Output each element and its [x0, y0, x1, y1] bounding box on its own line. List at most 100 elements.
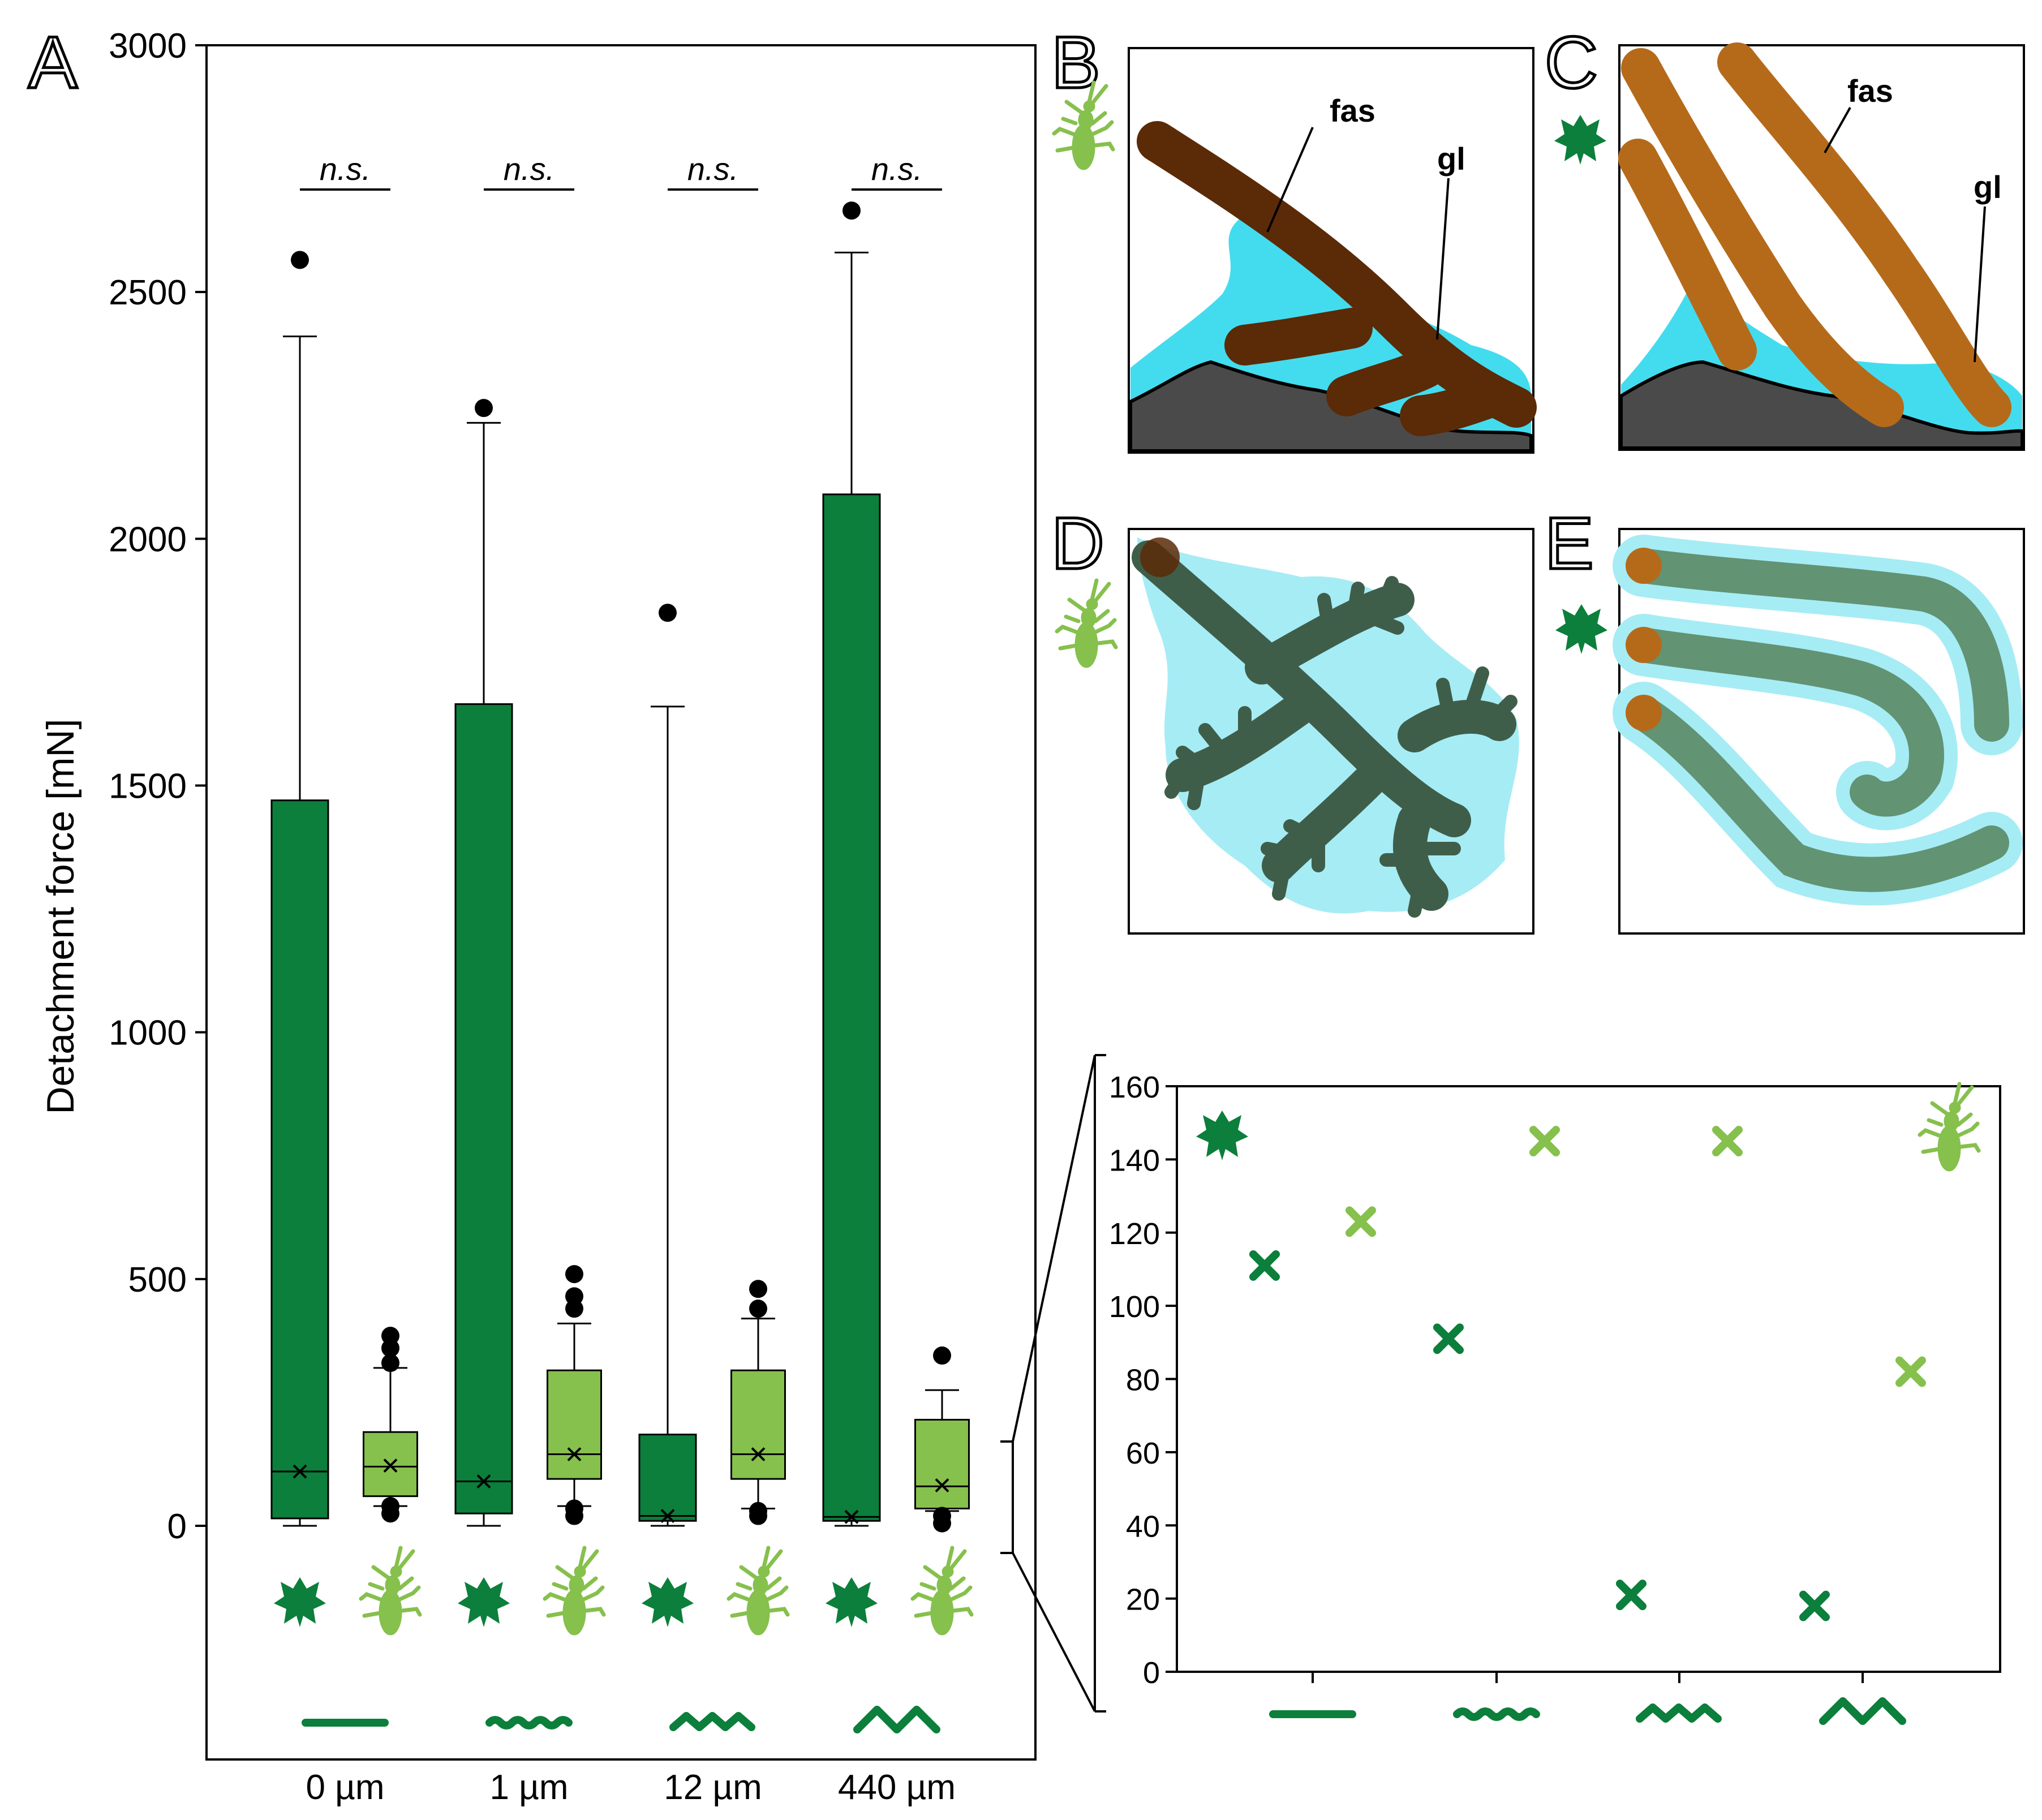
x-axis-labels: 0 µm 1 µm 12 µm 440 µm: [306, 1768, 956, 1807]
inset-y-tick-label: 100: [1109, 1290, 1160, 1324]
mean-marker: [567, 1447, 582, 1461]
ivy-leaf-icon: [642, 1577, 694, 1627]
y-axis-label: Detachment force [mN]: [39, 718, 82, 1114]
ivy-leaf-icon: [1555, 604, 1607, 654]
inset-y-tick-label: 140: [1109, 1143, 1160, 1177]
inset-mean-marker: [1345, 1206, 1376, 1237]
outlier-point: [565, 1499, 583, 1518]
box-body: [914, 1418, 970, 1509]
substrate: [1619, 360, 2024, 450]
outlier-point: [381, 1354, 399, 1372]
coarse-wave-icon: [1819, 1697, 1906, 1725]
stick-insect-icon: [361, 1548, 420, 1635]
gl-pointer: [1436, 178, 1450, 340]
panel-d-label: D: [1051, 502, 1104, 584]
outlier-point: [749, 1501, 767, 1520]
panel-a-boxplot: A 0 500 1000 1500 2000 2500 3000 Detachment fo…: [27, 20, 1037, 1807]
box-body: [822, 493, 881, 1522]
inset-frame: [1176, 1085, 2001, 1673]
outlier-point: [381, 1339, 399, 1357]
box-insect-3: [914, 1346, 970, 1533]
inset-mean-marker: [1616, 1580, 1647, 1611]
mean-marker: [844, 1509, 859, 1524]
ivy-leaf-icon: [274, 1577, 326, 1627]
outlier-point: [381, 1497, 399, 1516]
y-tick-label: 2000: [109, 520, 187, 559]
medium-wave-icon: [669, 1712, 755, 1731]
fine-wave-icon: [485, 1716, 573, 1729]
box-ivy-0: [270, 251, 329, 1527]
stick-insect-icon: [729, 1548, 788, 1635]
boxes-group: [270, 201, 970, 1533]
box-body: [547, 1369, 602, 1480]
roughness-icons-row: [302, 1706, 940, 1733]
outlier-point: [749, 1300, 767, 1318]
medium-wave-icon: [1636, 1703, 1722, 1723]
inset-y-tick-label: 0: [1143, 1656, 1160, 1690]
mean-marker: [383, 1458, 398, 1473]
inset-mean-marker: [1249, 1250, 1280, 1281]
ivy-leaf-icon: [458, 1577, 510, 1627]
significance-label: n.s.: [504, 151, 554, 187]
mean-marker: [935, 1478, 949, 1492]
inset-y-tick-label: 20: [1126, 1583, 1160, 1617]
panel-e-illustration: E: [1544, 501, 2025, 935]
fas-pointer: [1266, 127, 1314, 233]
fascicle-branches: [1164, 576, 1517, 918]
box-ivy-2: [638, 604, 697, 1527]
box-insect-2: [730, 1280, 786, 1525]
outlier-point: [933, 1346, 951, 1365]
box-body: [270, 799, 329, 1520]
box-ivy-1: [454, 399, 513, 1527]
mean-marker: [476, 1474, 491, 1488]
panel-e-label: E: [1545, 502, 1594, 584]
panel-b-label: B: [1051, 21, 1100, 104]
inset-mean-marker: [1895, 1356, 1926, 1387]
y-tick-label: 2500: [109, 273, 187, 312]
gl-label: gl: [1974, 169, 2002, 205]
panel-a-frame: [205, 44, 1037, 1761]
fascicle-tip: [1140, 537, 1180, 577]
ivy-leaf-icon: [1554, 115, 1606, 165]
stick-insect-icon: [1920, 1084, 1979, 1171]
outlier-point: [565, 1300, 583, 1318]
ivy-leaf-icon: [1196, 1111, 1248, 1160]
organism-icons-row: [274, 1548, 971, 1635]
panel-c-label: C: [1545, 21, 1598, 104]
significance-label: n.s.: [687, 151, 738, 187]
fine-wave-icon: [1453, 1707, 1540, 1721]
panel-d-illustration: D: [1050, 501, 1534, 935]
zoom-connector: [1000, 1054, 1106, 1713]
stick-insect-icon: [1057, 580, 1116, 668]
outlier-point: [291, 251, 309, 269]
inset-mean-marker: [1433, 1323, 1464, 1354]
inset-points: [1249, 1126, 1926, 1683]
outlier-point: [659, 604, 677, 622]
inset-y-tick-label: 60: [1126, 1436, 1160, 1470]
box-ivy-3: [822, 201, 881, 1527]
inset-y-tick-label: 80: [1126, 1363, 1160, 1397]
coarse-wave-icon: [853, 1706, 940, 1733]
fas-label: fas: [1847, 73, 1893, 109]
inset-mean-marker: [1799, 1590, 1830, 1621]
significance-label: n.s.: [320, 151, 371, 187]
stick-insect-icon: [913, 1548, 971, 1635]
box-body: [638, 1434, 697, 1522]
outlier-point: [565, 1265, 583, 1284]
x-tick-label: 440 µm: [838, 1768, 956, 1807]
inset-mean-marker: [1529, 1126, 1560, 1157]
mean-marker: [660, 1509, 675, 1523]
y-tick-label: 500: [128, 1260, 187, 1300]
ivy-leaf-icon: [826, 1577, 878, 1627]
fas-label: fas: [1330, 93, 1375, 128]
mean-marker: [293, 1464, 307, 1479]
fascicle-tips: [1626, 548, 1662, 731]
y-tick-label: 0: [167, 1507, 187, 1546]
panel-a-label: A: [28, 21, 78, 104]
outlier-point: [842, 201, 861, 220]
y-axis: 0 500 1000 1500 2000 2500 3000: [109, 27, 207, 1546]
inset-y-tick-label: 120: [1109, 1217, 1160, 1251]
significance-label: n.s.: [871, 151, 922, 187]
inset-roughness-icons: [1269, 1697, 1906, 1725]
x-tick-label: 1 µm: [489, 1768, 568, 1807]
